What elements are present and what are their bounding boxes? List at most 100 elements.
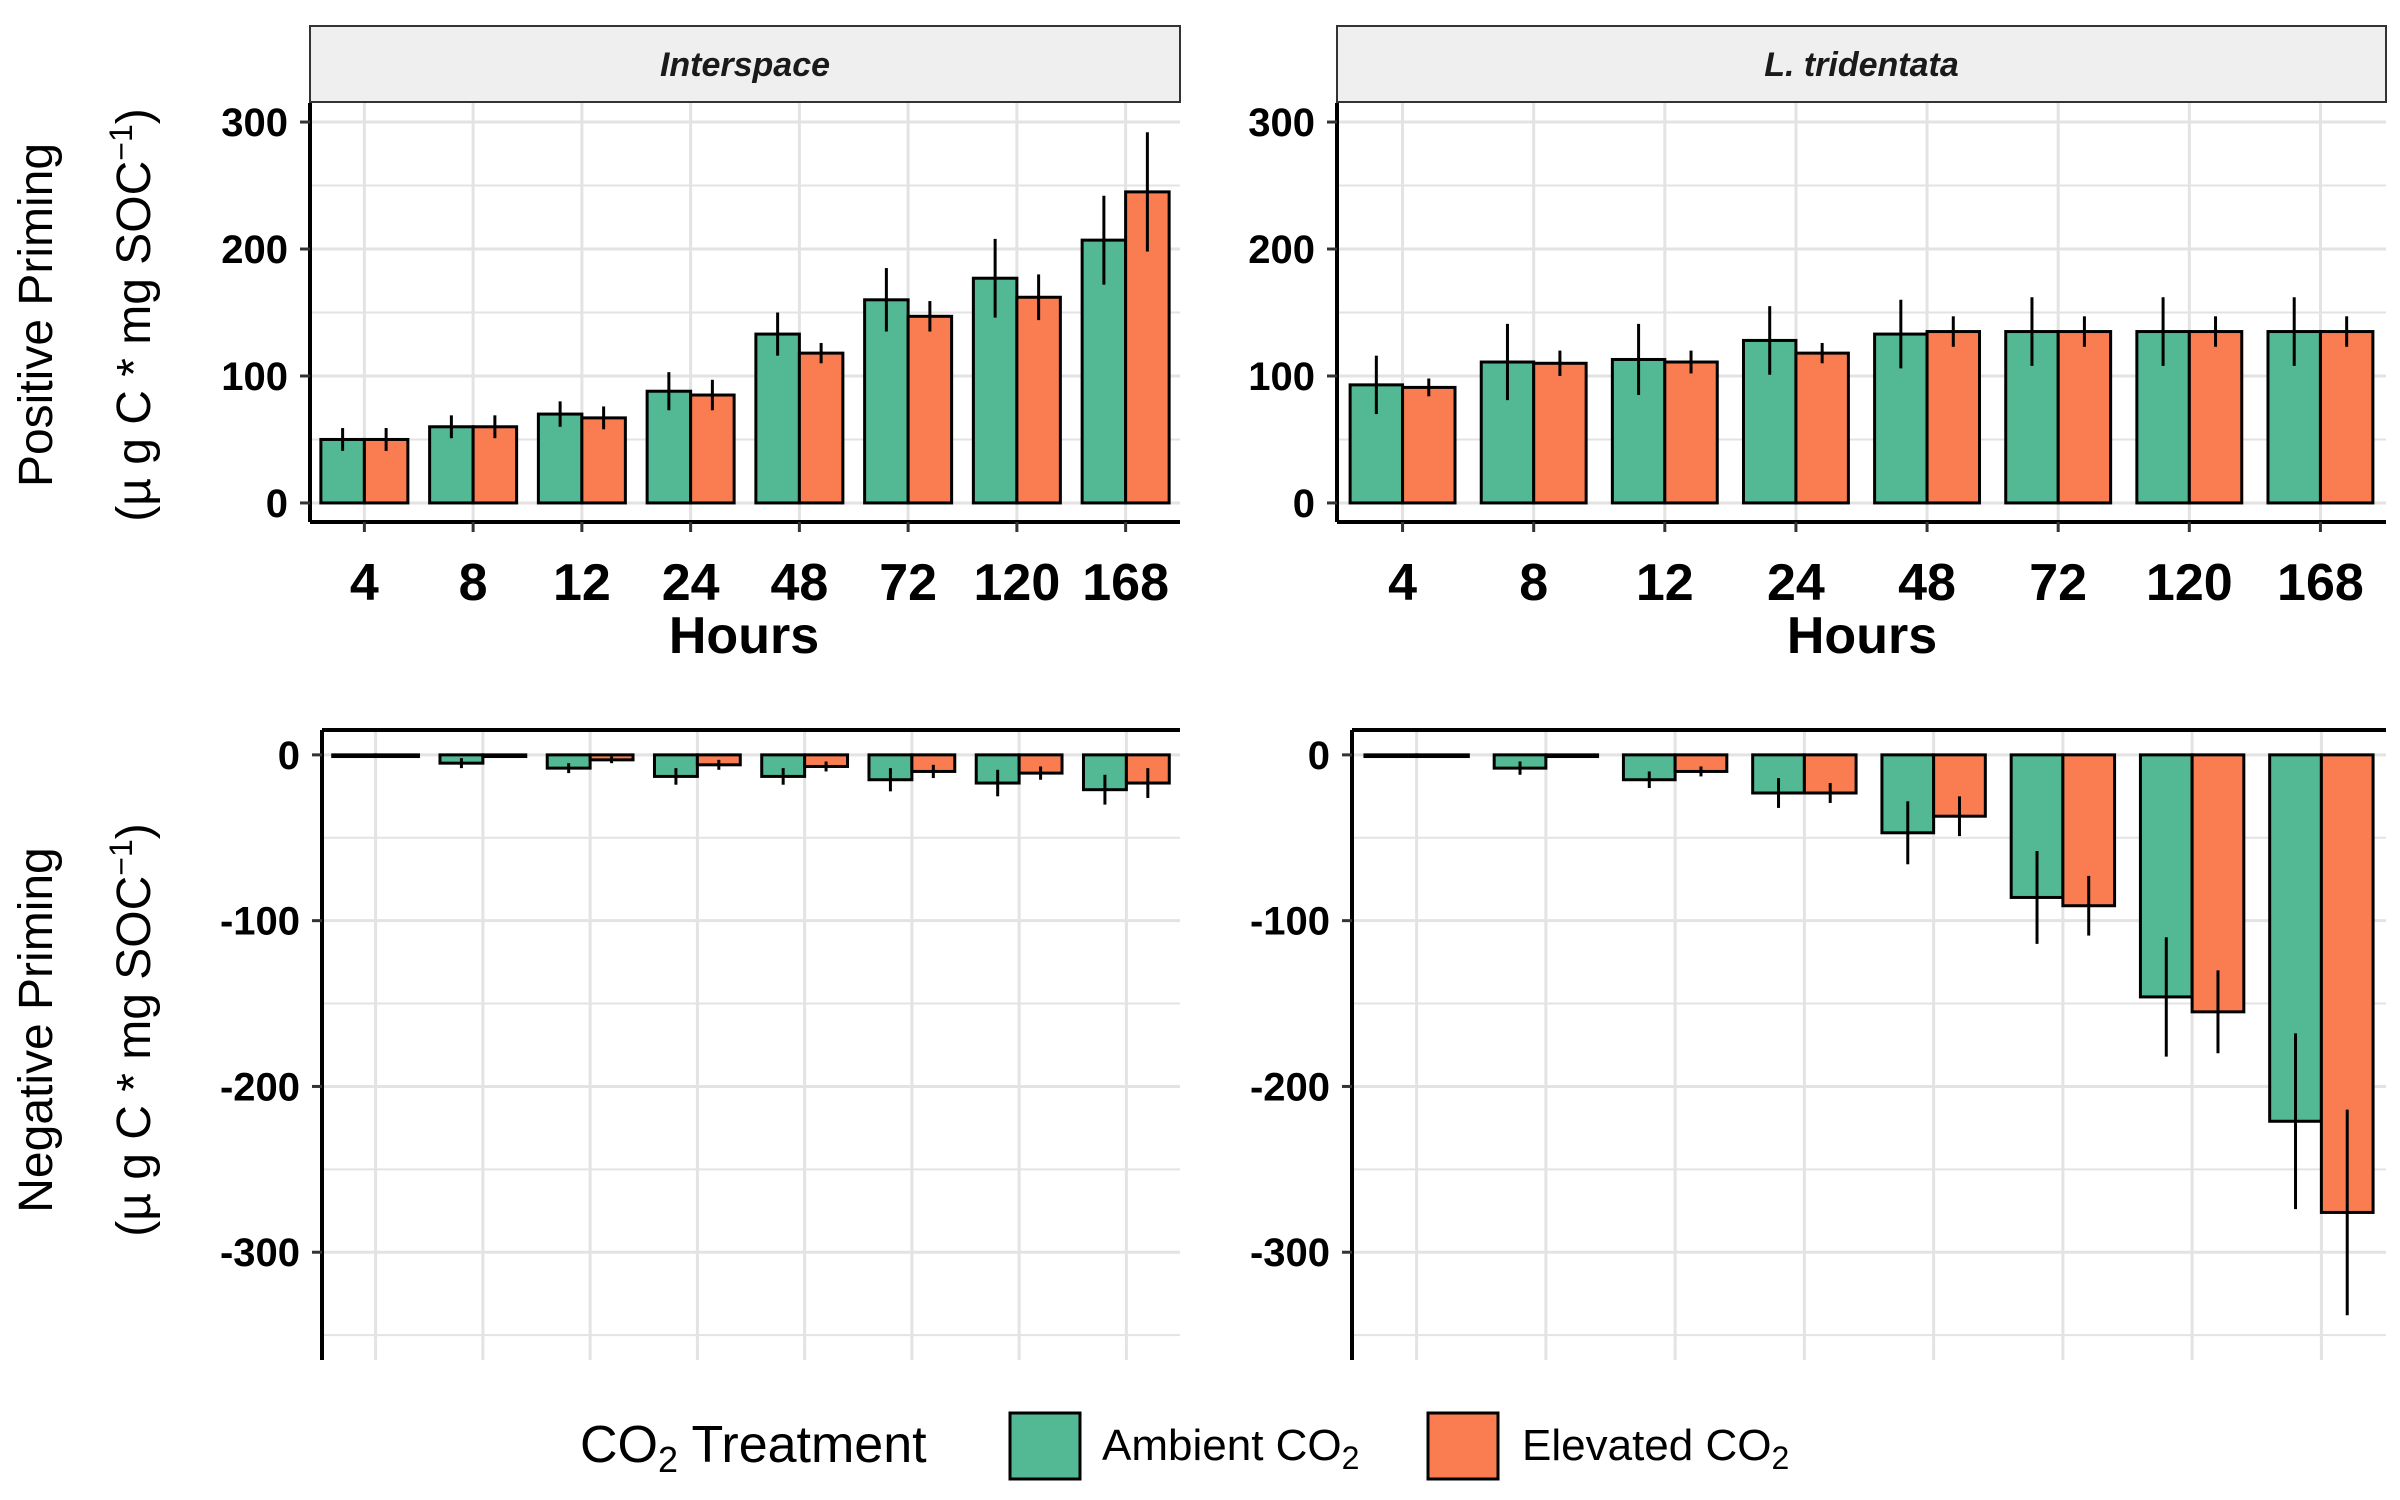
legend: CO2 Treatment Ambient CO2 Elevated CO2 — [580, 1411, 1789, 1481]
bar-ambient-12h — [536, 412, 584, 505]
legend-title: CO2 Treatment — [580, 1416, 927, 1480]
y-unit-negative-sup: −1 — [103, 839, 139, 875]
strip-tridentata-positive — [1336, 25, 2387, 103]
y-unit-negative: (µ g C * mg SOC−1) — [103, 823, 161, 1237]
x-tick-label: 4 — [350, 554, 379, 612]
x-tick-label: 24 — [662, 554, 720, 612]
bar-elevated-24h — [1794, 351, 1850, 505]
bar-elevated-4h — [374, 753, 421, 759]
y-unit-positive-post: ) — [108, 108, 161, 124]
bar-elevated-120h — [2187, 330, 2244, 505]
y-tick-label: 0 — [1308, 734, 1330, 778]
legend-elevated-pre: Elevated CO — [1522, 1421, 1771, 1470]
y-tick-label: 200 — [1248, 228, 1315, 272]
bar-elevated-4h — [1401, 385, 1457, 505]
series-ambient-interspace-negative — [331, 753, 1128, 805]
y-unit-positive-pre: (µ g C * mg SOC — [108, 161, 161, 522]
y-tick-label: -200 — [1250, 1065, 1330, 1109]
legend-key-elevated — [1426, 1411, 1500, 1481]
bar-elevated-72h — [2061, 753, 2117, 908]
legend-label-elevated: Elevated CO2 — [1522, 1421, 1789, 1476]
y-title-negative-text: Negative Priming — [10, 847, 63, 1212]
bar-ambient-4h — [1363, 753, 1419, 759]
series-ambient-tridentata-negative — [1363, 753, 2323, 1210]
bar-elevated-24h — [689, 393, 736, 505]
bar-elevated-8h — [1544, 753, 1600, 759]
y-tick-label: -200 — [220, 1065, 300, 1109]
bar-ambient-72h — [2004, 330, 2060, 505]
x-tick-label: 120 — [973, 554, 1060, 612]
x-tick-label: 12 — [1636, 554, 1694, 612]
bar-elevated-168h — [2318, 330, 2375, 505]
y-tick-label: 200 — [221, 228, 288, 272]
bar-elevated-48h — [1925, 330, 1982, 505]
y-tick-label: 100 — [1248, 355, 1315, 399]
x-tick-label: 168 — [2277, 554, 2364, 612]
bar-elevated-48h — [797, 351, 845, 505]
legend-title-sub: 2 — [658, 1439, 678, 1480]
legend-title-pre: CO — [580, 1416, 658, 1474]
x-tick-label: 24 — [1767, 554, 1825, 612]
legend-title-post: Treatment — [678, 1416, 927, 1474]
legend-ambient-sub: 2 — [1342, 1440, 1360, 1476]
y-tick-label: -100 — [220, 900, 300, 944]
y-unit-positive: (µ g C * mg SOC−1) — [103, 108, 161, 522]
x-tick-label: 72 — [879, 554, 937, 612]
strip-label-tridentata-positive: L. tridentata — [1764, 46, 1959, 84]
legend-ambient-pre: Ambient CO — [1102, 1421, 1342, 1470]
y-tick-label: 300 — [1248, 101, 1315, 145]
x-tick-label: 8 — [459, 554, 488, 612]
y-title-positive: Positive Priming — [10, 143, 63, 487]
series-elevated-tridentata-negative — [1415, 753, 2375, 1316]
axes-tridentata-negative: 0 -100 -200 -300 — [1250, 728, 2386, 1360]
strip-interspace-positive — [309, 25, 1181, 103]
bar-ambient-48h — [754, 332, 801, 505]
y-unit-negative-post: ) — [108, 823, 161, 839]
bar-ambient-8h — [428, 425, 475, 505]
y-title-positive-text: Positive Priming — [10, 143, 63, 487]
x-tick-label: 72 — [2029, 554, 2087, 612]
y-tick-label: -300 — [1250, 1231, 1330, 1275]
y-tick-label: -100 — [1250, 900, 1330, 944]
y-tick-label: 0 — [266, 482, 288, 526]
y-tick-label: 300 — [221, 101, 288, 145]
y-unit-positive-sup: −1 — [103, 124, 139, 160]
x-tick-label: 120 — [2146, 554, 2233, 612]
y-unit-negative-text: (µ g C * mg SOC−1) — [103, 823, 161, 1237]
bar-elevated-120h — [1015, 295, 1062, 505]
x-axis-title-tridentata: Hours — [1787, 607, 1937, 665]
bar-elevated-72h — [906, 314, 954, 505]
bar-elevated-8h — [1532, 361, 1588, 505]
y-tick-label: 0 — [1293, 482, 1315, 526]
y-tick-label: 100 — [221, 355, 288, 399]
panel-interspace-negative: 0 -100 -200 -300 — [220, 728, 1180, 1360]
legend-key-ambient — [1008, 1411, 1082, 1481]
bar-elevated-8h — [481, 753, 528, 759]
bar-elevated-12h — [580, 416, 627, 505]
y-unit-negative-pre: (µ g C * mg SOC — [108, 876, 161, 1237]
y-tick-label: -300 — [220, 1231, 300, 1275]
y-tick-label: 0 — [278, 734, 300, 778]
series-elevated-tridentata-positive — [1401, 316, 2375, 505]
axes-interspace-negative: 0 -100 -200 -300 — [220, 728, 1180, 1360]
bar-ambient-4h — [331, 753, 378, 759]
y-unit-positive-text: (µ g C * mg SOC−1) — [103, 108, 161, 522]
legend-elevated-sub: 2 — [1771, 1440, 1789, 1476]
panel-tridentata-negative: 0 -100 -200 -300 — [1250, 728, 2386, 1360]
x-tick-label: 48 — [770, 554, 828, 612]
grid-interspace-negative — [322, 730, 1180, 1360]
series-elevated-interspace-negative — [374, 753, 1171, 798]
x-tick-label: 12 — [553, 554, 611, 612]
bar-elevated-12h — [1663, 360, 1719, 505]
legend-label-ambient: Ambient CO2 — [1102, 1421, 1359, 1476]
x-tick-label: 8 — [1519, 554, 1548, 612]
x-tick-label: 48 — [1898, 554, 1956, 612]
series-elevated-interspace-positive — [362, 132, 1171, 505]
bar-elevated-4h — [1415, 753, 1470, 759]
